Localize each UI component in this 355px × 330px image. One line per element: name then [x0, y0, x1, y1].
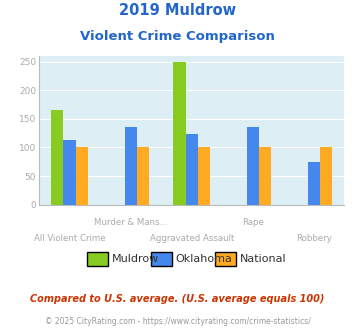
Bar [259, 147, 271, 205]
Text: National: National [240, 254, 286, 264]
Bar [76, 147, 88, 205]
Text: Aggravated Assault: Aggravated Assault [149, 234, 234, 243]
Bar [125, 127, 137, 205]
Bar [198, 147, 210, 205]
Bar [308, 162, 320, 205]
Bar [51, 110, 64, 205]
Bar [173, 62, 186, 205]
Bar [137, 147, 149, 205]
Bar [64, 140, 76, 205]
Text: Murder & Mans...: Murder & Mans... [94, 218, 168, 227]
Bar [186, 134, 198, 205]
Text: © 2025 CityRating.com - https://www.cityrating.com/crime-statistics/: © 2025 CityRating.com - https://www.city… [45, 317, 310, 326]
Text: All Violent Crime: All Violent Crime [34, 234, 105, 243]
Text: Compared to U.S. average. (U.S. average equals 100): Compared to U.S. average. (U.S. average … [30, 294, 325, 304]
Text: Muldrow: Muldrow [112, 254, 159, 264]
Text: Rape: Rape [242, 218, 264, 227]
Bar [320, 147, 332, 205]
Text: 2019 Muldrow: 2019 Muldrow [119, 3, 236, 18]
Text: Violent Crime Comparison: Violent Crime Comparison [80, 30, 275, 43]
Text: Oklahoma: Oklahoma [176, 254, 233, 264]
Text: Robbery: Robbery [296, 234, 332, 243]
Bar [247, 127, 259, 205]
